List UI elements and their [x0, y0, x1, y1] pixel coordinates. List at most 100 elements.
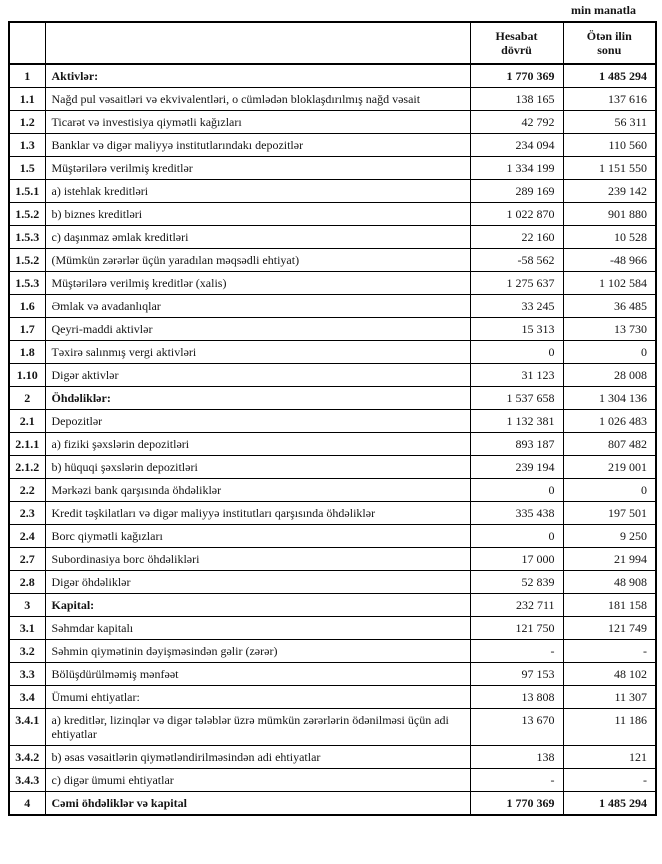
cell-id: 3.4.1	[8, 708, 46, 746]
cell-previous: 0	[562, 478, 657, 502]
cell-current: 1 770 369	[469, 791, 564, 816]
cell-id: 1.10	[8, 363, 46, 387]
cell-current: 52 839	[469, 570, 564, 594]
cell-label: Cəmi öhdəliklər və kapital	[44, 791, 471, 816]
cell-id: 1.5	[8, 156, 46, 180]
table-row: 1 Aktivlər: 1 770 369 1 485 294	[8, 63, 657, 88]
cell-current: 13 670	[469, 708, 564, 746]
cell-previous: 807 482	[562, 432, 657, 456]
table-row: 1.10 Digər aktivlər 31 123 28 008	[8, 363, 657, 387]
cell-previous: 0	[562, 340, 657, 364]
cell-previous: 197 501	[562, 501, 657, 525]
cell-current: 97 153	[469, 662, 564, 686]
cell-id: 2.1.1	[8, 432, 46, 456]
table-row: 1.1 Nağd pul vəsaitləri və ekvivalentləri…	[8, 87, 657, 111]
cell-previous: 239 142	[562, 179, 657, 203]
table-row: 2.8 Digər öhdəliklər 52 839 48 908	[8, 570, 657, 594]
cell-label: b) hüquqi şəxslərin depozitləri	[44, 455, 471, 479]
cell-id: 1.5.2	[8, 248, 46, 272]
cell-id: 1.5.3	[8, 225, 46, 249]
cell-id: 3.4	[8, 685, 46, 709]
cell-current: 0	[469, 524, 564, 548]
cell-previous: 36 485	[562, 294, 657, 318]
table-row: 3 Kapital: 232 711 181 158	[8, 593, 657, 617]
cell-current: 1 132 381	[469, 409, 564, 433]
cell-id: 2.3	[8, 501, 46, 525]
cell-id: 1.6	[8, 294, 46, 318]
table-row: 1.5.3 c) daşınmaz əmlak kreditləri 22 160 1…	[8, 225, 657, 249]
table-row: 2.1 Depozitlər 1 132 381 1 026 483	[8, 409, 657, 433]
cell-current: 0	[469, 340, 564, 364]
cell-current: 1 334 199	[469, 156, 564, 180]
cell-current: 15 313	[469, 317, 564, 341]
cell-id: 1.5.3	[8, 271, 46, 295]
cell-id: 3.4.3	[8, 768, 46, 792]
table-body: 1 Aktivlər: 1 770 369 1 485 294 1.1 Nağd pul …	[8, 63, 657, 816]
table-row: 1.5.3 Müştərilərə verilmiş kreditlər (xal…	[8, 271, 657, 295]
cell-current: 138 165	[469, 87, 564, 111]
cell-id: 1.5.1	[8, 179, 46, 203]
cell-id: 1.7	[8, 317, 46, 341]
cell-current: -	[469, 639, 564, 663]
cell-id: 2.1.2	[8, 455, 46, 479]
cell-label: Aktivlər:	[44, 63, 471, 88]
cell-previous: 1 304 136	[562, 386, 657, 410]
table-row: 1.3 Banklar və digər maliyyə institutları…	[8, 133, 657, 157]
table-row: 2.1.1 a) fiziki şəxslərin depozitləri 893 …	[8, 432, 657, 456]
cell-label: Ticarət və investisiya qiymətli kağızlar…	[44, 110, 471, 134]
cell-current: 893 187	[469, 432, 564, 456]
cell-current: 42 792	[469, 110, 564, 134]
cell-previous: 110 560	[562, 133, 657, 157]
cell-label: Nağd pul vəsaitləri və ekvivalentləri, o…	[44, 87, 471, 111]
cell-label: Mərkəzi bank qarşısında öhdəliklər	[44, 478, 471, 502]
header-row: Hesabat dövrü Ötən ilin sonu	[8, 21, 657, 65]
cell-id: 1.1	[8, 87, 46, 111]
cell-id: 3.2	[8, 639, 46, 663]
table-row: 2.2 Mərkəzi bank qarşısında öhdəliklər 0 0	[8, 478, 657, 502]
cell-previous: 1 485 294	[562, 791, 657, 816]
table-row: 3.1 Səhmdar kapitalı 121 750 121 749	[8, 616, 657, 640]
header-label-cell	[44, 21, 471, 65]
cell-previous: 181 158	[562, 593, 657, 617]
cell-previous: 28 008	[562, 363, 657, 387]
cell-previous: -48 966	[562, 248, 657, 272]
cell-label: Depozitlər	[44, 409, 471, 433]
cell-current: 0	[469, 478, 564, 502]
cell-previous: 1 151 550	[562, 156, 657, 180]
cell-previous: 13 730	[562, 317, 657, 341]
cell-previous: 56 311	[562, 110, 657, 134]
cell-id: 4	[8, 791, 46, 816]
cell-current: 13 808	[469, 685, 564, 709]
cell-id: 2	[8, 386, 46, 410]
cell-current: 234 094	[469, 133, 564, 157]
cell-label: Səhmdar kapitalı	[44, 616, 471, 640]
cell-label: Müştərilərə verilmiş kreditlər (xalis)	[44, 271, 471, 295]
cell-previous: 48 102	[562, 662, 657, 686]
cell-id: 1.5.2	[8, 202, 46, 226]
table-row: 3.4.1 a) kreditlər, lizinqlər və digər tə…	[8, 708, 657, 746]
cell-label: Müştərilərə verilmiş kreditlər	[44, 156, 471, 180]
cell-current: 239 194	[469, 455, 564, 479]
cell-id: 1.3	[8, 133, 46, 157]
cell-previous: 9 250	[562, 524, 657, 548]
table-row: 1.8 Təxirə salınmış vergi aktivləri 0 0	[8, 340, 657, 364]
cell-current: 121 750	[469, 616, 564, 640]
cell-label: b) əsas vəsaitlərin qiymətləndirilməsind…	[44, 745, 471, 769]
cell-previous: 1 485 294	[562, 63, 657, 88]
header-current-period: Hesabat dövrü	[469, 21, 564, 65]
cell-previous: -	[562, 768, 657, 792]
cell-previous: 121 749	[562, 616, 657, 640]
table-row: 1.5.2 (Mümkün zərərlər üçün yaradılan məq…	[8, 248, 657, 272]
table-row: 3.4.3 c) digər ümumi ehtiyatlar - -	[8, 768, 657, 792]
table-row: 2.7 Subordinasiya borc öhdəlikləri 17 000 2…	[8, 547, 657, 571]
cell-previous: 1 102 584	[562, 271, 657, 295]
cell-label: Təxirə salınmış vergi aktivləri	[44, 340, 471, 364]
table-row: 1.6 Əmlak və avadanlıqlar 33 245 36 485	[8, 294, 657, 318]
table-row: 1.5.1 a) istehlak kreditləri 289 169 239 14…	[8, 179, 657, 203]
cell-previous: 11 186	[562, 708, 657, 746]
cell-label: c) digər ümumi ehtiyatlar	[44, 768, 471, 792]
cell-previous: -	[562, 639, 657, 663]
cell-current: 138	[469, 745, 564, 769]
document-page: min manatla Hesabat dövrü Ötən ilin sonu…	[8, 3, 657, 816]
cell-label: Digər öhdəliklər	[44, 570, 471, 594]
